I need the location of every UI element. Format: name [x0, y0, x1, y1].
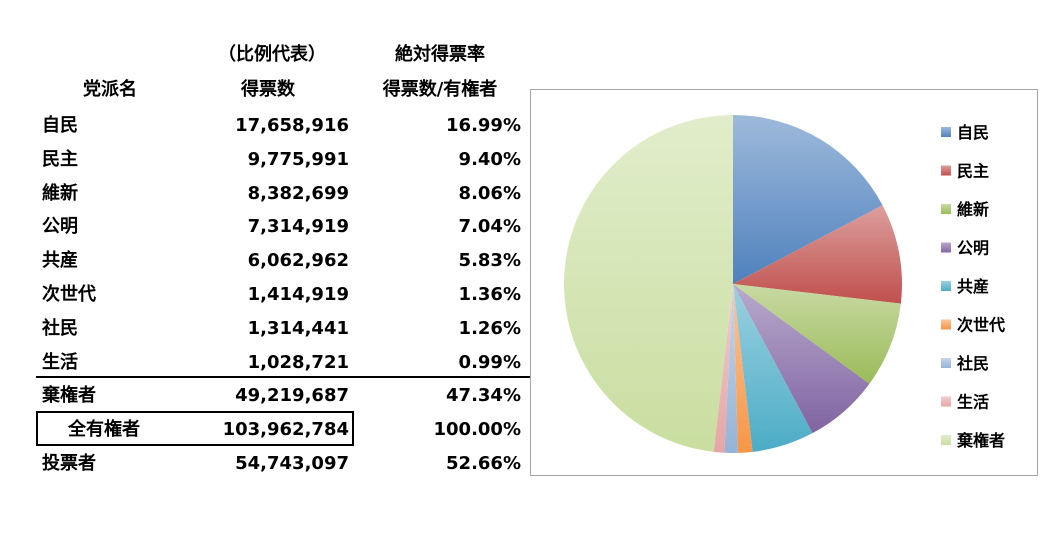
- party-name: 民主: [42, 148, 78, 170]
- legend-swatch: [941, 396, 951, 407]
- party-name: 共産: [42, 250, 78, 272]
- vote-count: 54,743,097: [235, 453, 349, 474]
- pie-slice: [733, 284, 753, 453]
- party-name: 次世代: [42, 284, 96, 305]
- vote-rate: 7.04%: [458, 216, 521, 238]
- vote-rate: 16.99%: [446, 115, 521, 136]
- vote-count: 8,382,699: [247, 182, 349, 204]
- legend-swatch: [941, 435, 951, 445]
- legend-label: 民主: [957, 162, 989, 181]
- vote-rate: 5.83%: [458, 250, 521, 272]
- legend-swatch: [941, 242, 951, 253]
- vote-rate: 1.36%: [458, 284, 521, 305]
- party-name: 自民: [42, 115, 78, 136]
- party-name: 棄権者: [42, 385, 96, 407]
- legend-swatch: [941, 127, 951, 137]
- vote-rate: 100.00%: [433, 419, 522, 441]
- header-rate-line1: 絶対得票率: [395, 44, 485, 65]
- vote-rate: 8.06%: [458, 182, 521, 204]
- pie-slice: [733, 205, 902, 304]
- vote-count: 1,414,919: [247, 284, 349, 305]
- pie-slice: [724, 284, 738, 453]
- vote-count: 1,028,721: [247, 351, 349, 373]
- legend-label: 次世代: [957, 316, 1005, 335]
- vote-rate: 0.99%: [458, 351, 521, 373]
- vote-rate: 9.40%: [458, 148, 521, 170]
- party-name: 公明: [42, 216, 78, 238]
- pie-slice: [733, 284, 901, 384]
- header-rate-line2: 得票数/有権者: [382, 79, 498, 100]
- pie-slice: [733, 284, 813, 452]
- vote-rate: 52.66%: [446, 453, 521, 474]
- legend-label: 共産: [957, 277, 989, 296]
- pie-slice: [563, 115, 733, 452]
- vote-count: 103,962,784: [222, 419, 349, 441]
- vote-rate: 1.26%: [458, 317, 521, 339]
- legend-swatch: [941, 358, 951, 368]
- party-name: 維新: [42, 182, 78, 204]
- pie-slice: [713, 284, 733, 453]
- party-name: 社民: [42, 317, 78, 339]
- pie-chart: 自民民主維新公明共産次世代社民生活棄権者: [530, 89, 1038, 476]
- party-name: 全有権者: [68, 419, 140, 441]
- legend-label: 維新: [957, 200, 989, 219]
- total-voters-highlight-box: [36, 411, 354, 446]
- legend-swatch: [941, 165, 951, 176]
- legend-label: 公明: [957, 239, 989, 258]
- legend-swatch: [941, 281, 951, 291]
- header-votes-line2: 得票数: [241, 79, 295, 100]
- vote-count: 9,775,991: [247, 148, 349, 170]
- vote-count: 6,062,962: [247, 250, 349, 272]
- vote-count: 1,314,441: [247, 317, 349, 339]
- legend-label: 棄権者: [956, 431, 1005, 450]
- legend-swatch: [941, 319, 951, 330]
- header-party: 党派名: [83, 79, 137, 100]
- vote-count: 49,219,687: [235, 385, 349, 407]
- legend-label: 生活: [957, 393, 989, 412]
- vote-count: 7,314,919: [247, 216, 349, 238]
- pie-slice: [733, 115, 883, 284]
- party-name: 投票者: [42, 453, 96, 474]
- header-votes-line1: （比例代表）: [218, 44, 326, 65]
- vote-rate: 47.34%: [446, 385, 521, 407]
- party-name: 生活: [42, 351, 78, 373]
- divider-line: [36, 376, 530, 378]
- vote-count: 17,658,916: [235, 115, 349, 136]
- pie-slice: [733, 284, 870, 434]
- legend-label: 社民: [956, 354, 989, 373]
- legend-swatch: [941, 204, 951, 214]
- legend-label: 自民: [957, 123, 989, 142]
